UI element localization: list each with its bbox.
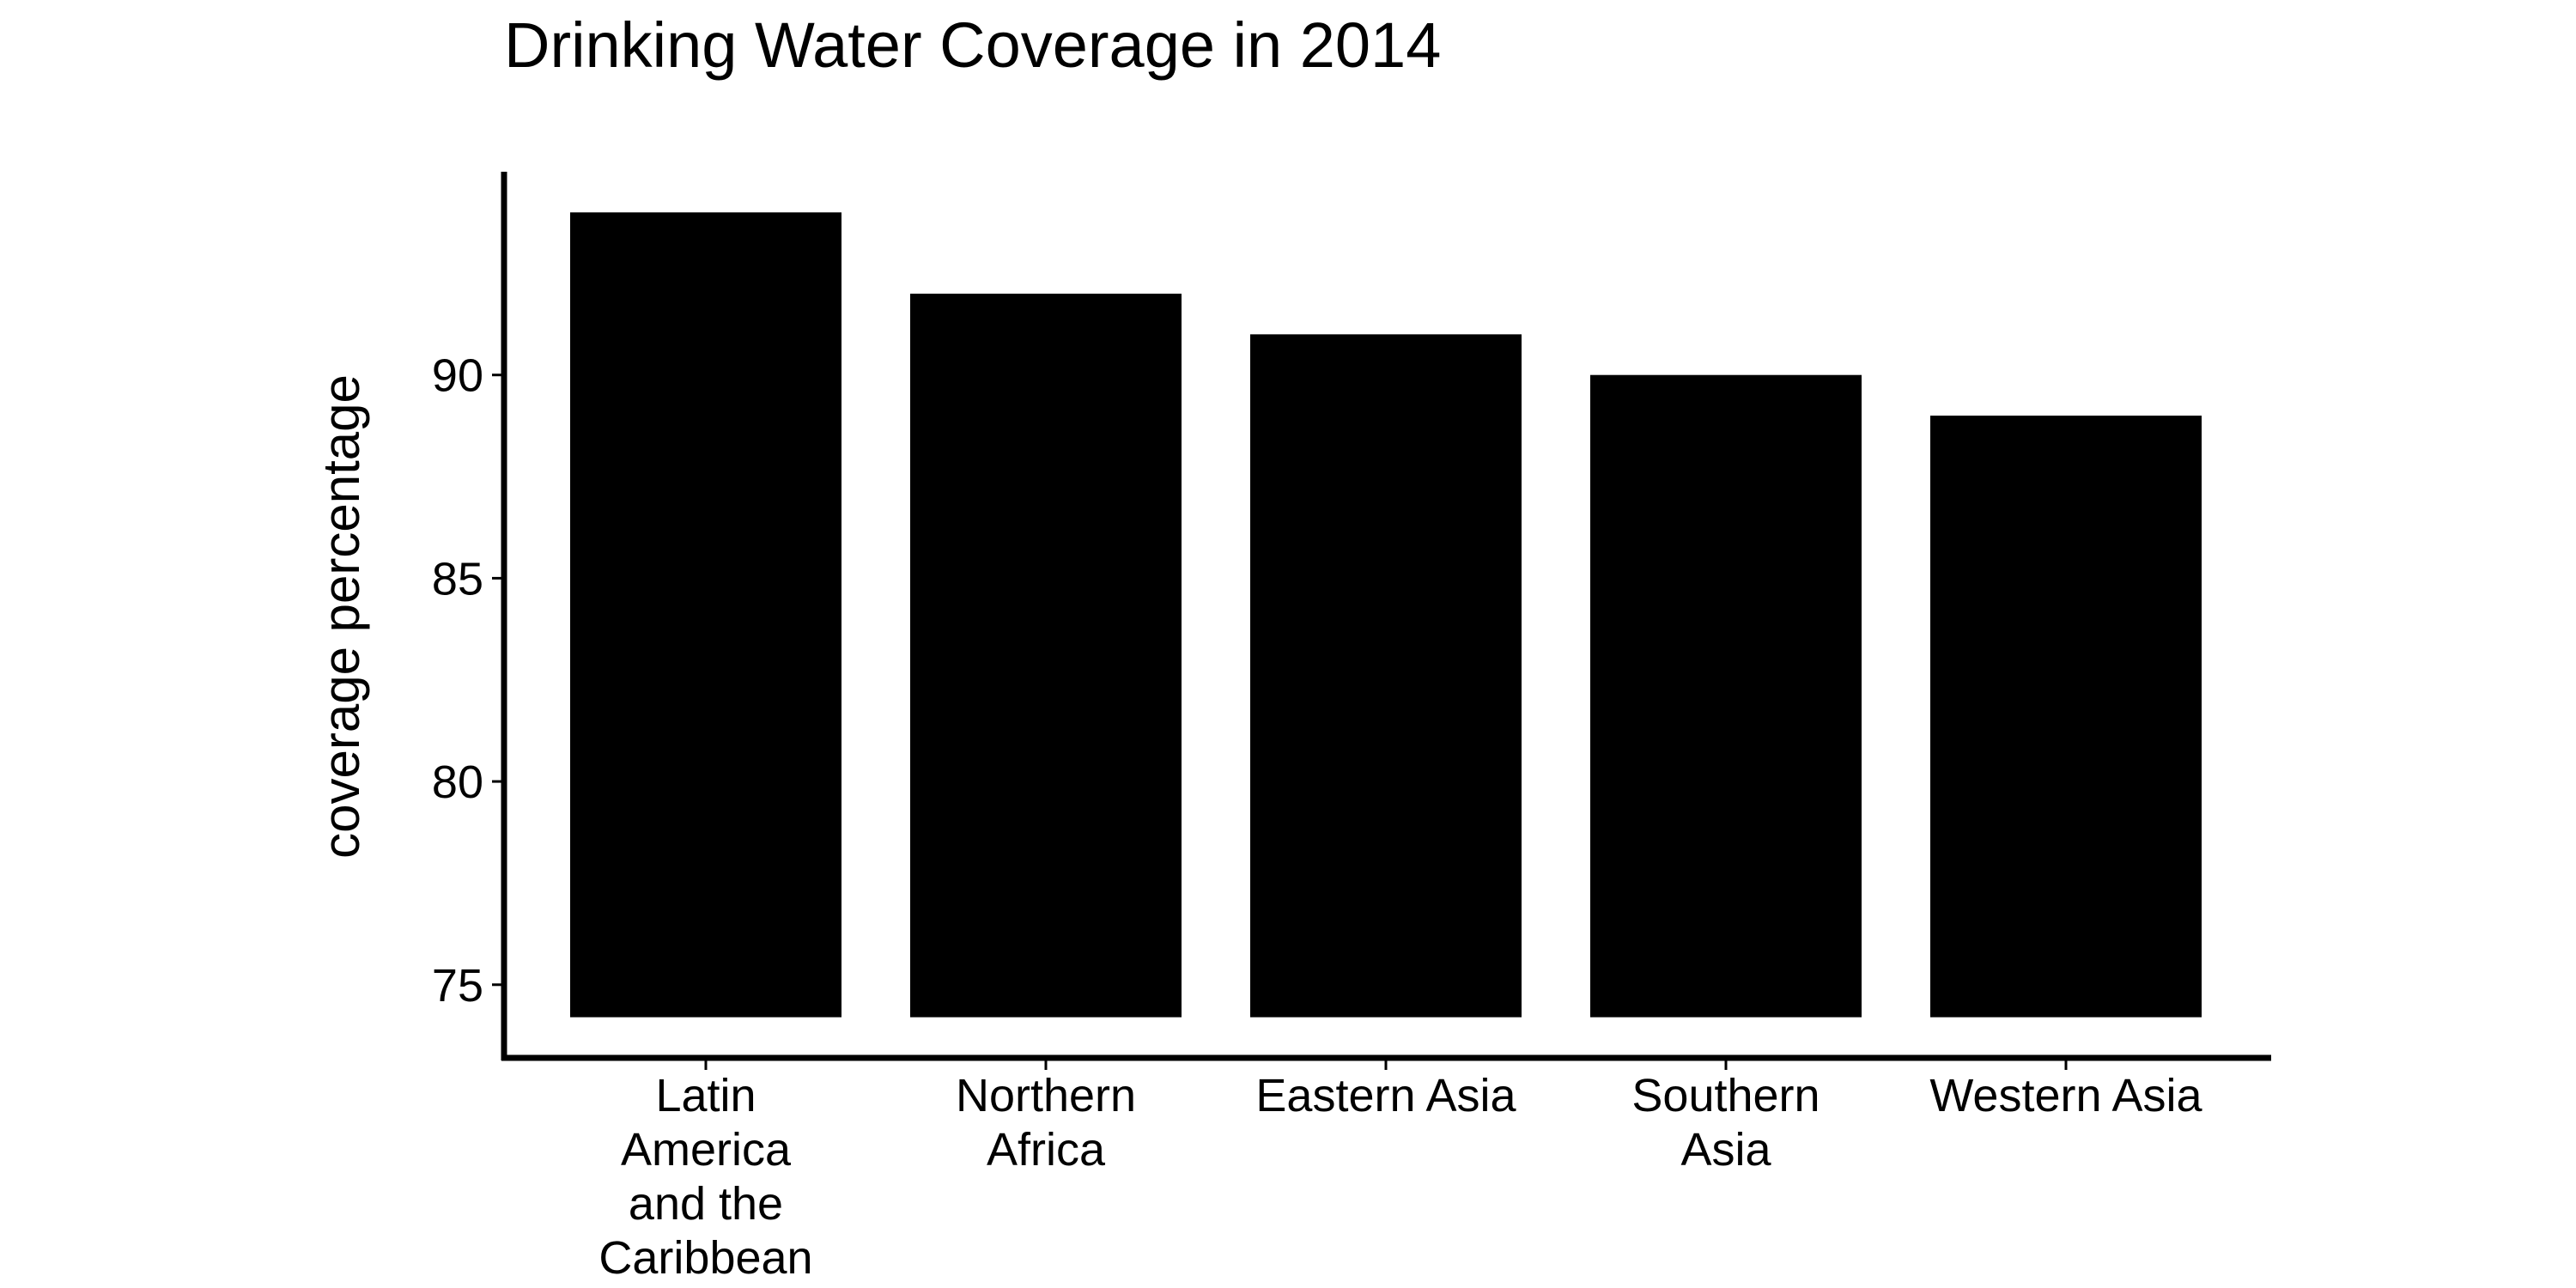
bar-1: [570, 212, 841, 1018]
x-tick-label: Latin America and the Caribbean: [598, 1070, 812, 1284]
x-tick-label-line: Asia: [1680, 1124, 1771, 1176]
y-tick-label: 85: [432, 553, 483, 605]
bar-4: [1590, 374, 1862, 1018]
x-tick-label: Northern Africa: [956, 1070, 1136, 1176]
y-axis-ticks: 75 80 85 90: [432, 350, 504, 1012]
x-tick-label-line: Northern: [956, 1070, 1136, 1121]
x-tick-label: Western Asia: [1929, 1070, 2202, 1121]
x-tick-label-line: Caribbean: [598, 1232, 812, 1284]
x-tick-label-line: Western Asia: [1929, 1070, 2202, 1121]
x-axis-ticks: Latin America and the Caribbean Northern Afri…: [598, 1058, 2203, 1284]
chart-title: Drinking Water Coverage in 2014: [504, 9, 1441, 81]
y-tick-label: 80: [432, 756, 483, 808]
x-tick-label-line: America: [621, 1124, 792, 1176]
x-tick-label-line: and the: [629, 1178, 783, 1230]
x-tick-label-line: Eastern Asia: [1255, 1070, 1516, 1121]
x-tick-label: Southern Asia: [1631, 1070, 1820, 1176]
bar-3: [1250, 334, 1522, 1018]
bar-5: [1930, 416, 2202, 1018]
y-tick-label: 75: [432, 960, 483, 1012]
bars: [570, 212, 2202, 1018]
bar-2: [910, 294, 1182, 1018]
y-axis-label: coverage percentage: [313, 374, 370, 859]
x-tick-label-line: Southern: [1631, 1070, 1820, 1121]
x-tick-label-line: Latin: [655, 1070, 756, 1121]
x-tick-label: Eastern Asia: [1255, 1070, 1516, 1121]
y-tick-label: 90: [432, 350, 483, 402]
x-tick-label-line: Africa: [987, 1124, 1106, 1176]
